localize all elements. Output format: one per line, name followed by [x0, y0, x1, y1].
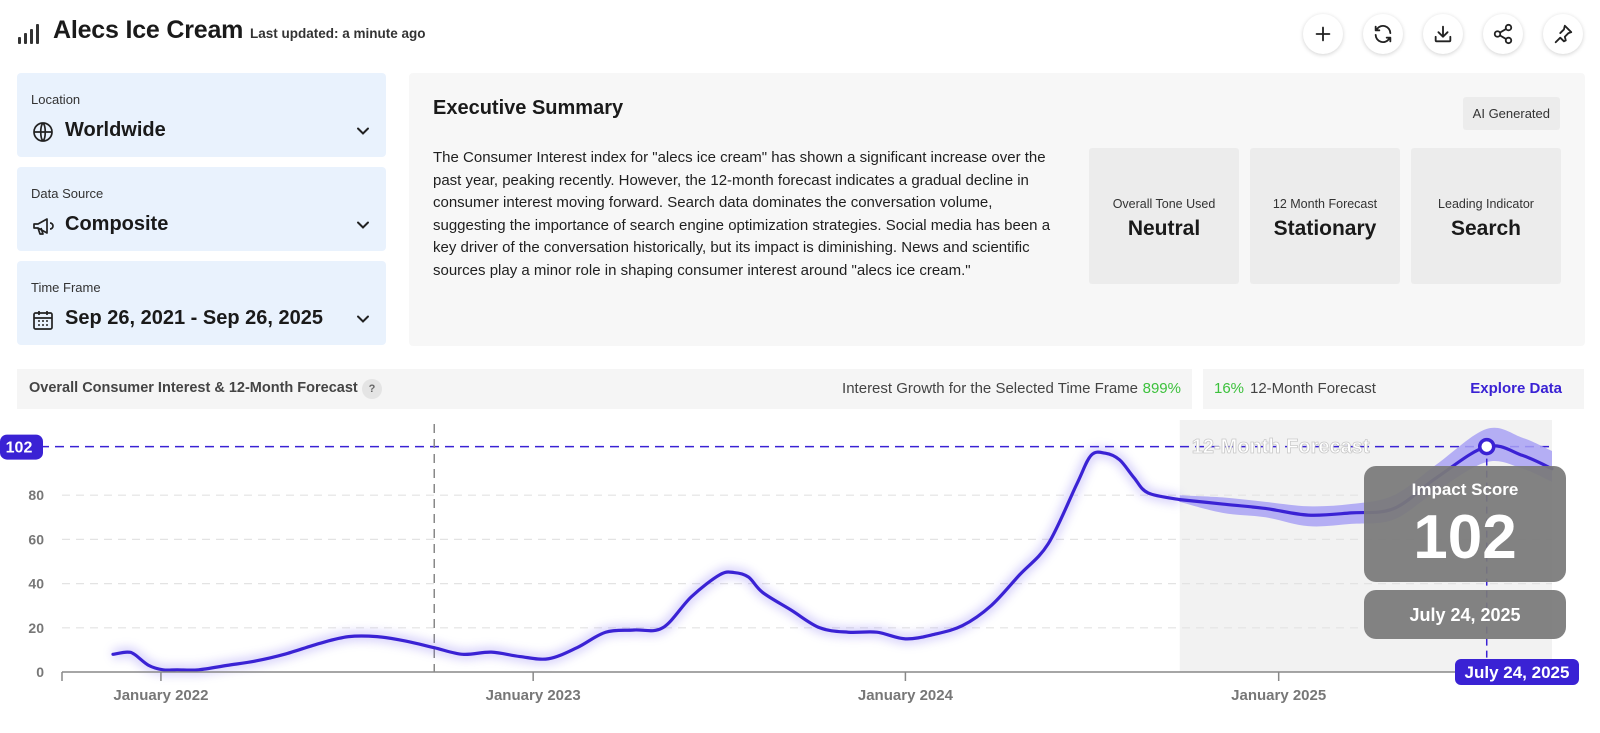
time-frame-filter[interactable]: Time Frame Sep 26, 2021 - Sep 26, 2025: [17, 261, 386, 345]
last-updated-text: Last updated: a minute ago: [250, 26, 426, 41]
kpi-overall-tone: Overall Tone Used Neutral: [1089, 148, 1239, 284]
time-frame-value: Sep 26, 2021 - Sep 26, 2025: [65, 307, 323, 329]
summary-text: The Consumer Interest index for "alecs i…: [433, 149, 1051, 279]
reference-value-badge: [0, 434, 43, 460]
refresh-icon: [1374, 25, 1392, 43]
share-button[interactable]: [1483, 14, 1523, 54]
growth-value: 899%: [1142, 380, 1181, 397]
header: Alecs Ice Cream Last updated: a minute a…: [0, 0, 1600, 68]
help-icon[interactable]: ?: [362, 379, 382, 399]
history-line-glow: [112, 447, 1181, 675]
y-tick-label: 60: [28, 531, 44, 547]
tooltip-value: 102: [1413, 503, 1516, 572]
x-tick-label: January 2024: [858, 687, 954, 704]
kpi-label: 12 Month Forecast: [1272, 197, 1378, 211]
page-title: Alecs Ice Cream: [53, 16, 244, 44]
y-tick-label: 40: [28, 576, 44, 592]
pin-icon: [1554, 24, 1573, 44]
forecast-label: 12-Month Forecast: [1192, 436, 1370, 458]
share-icon: [1493, 23, 1513, 45]
chart-header-bar: Overall Consumer Interest & 12-Month For…: [17, 369, 1192, 409]
chevron-down-icon: [357, 221, 369, 229]
megaphone-icon: [33, 218, 54, 235]
y-tick-label: 20: [28, 620, 44, 636]
kpi-label: Overall Tone Used: [1112, 197, 1216, 211]
chevron-down-icon: [357, 315, 369, 323]
x-tick-label: January 2022: [113, 687, 208, 704]
ai-generated-badge: AI Generated: [1462, 97, 1560, 130]
executive-summary-panel: Executive Summary AI Generated The Consu…: [409, 73, 1585, 346]
data-source-filter[interactable]: Data Source Composite: [17, 167, 386, 251]
download-icon: [1434, 25, 1452, 43]
kpi-leading-indicator: Leading Indicator Search: [1411, 148, 1561, 284]
summary-title: Executive Summary: [433, 97, 624, 119]
kpi-label: Leading Indicator: [1438, 197, 1534, 211]
growth-label: Interest Growth for the Selected Time Fr…: [842, 380, 1138, 397]
explore-data-link[interactable]: Explore Data: [1470, 380, 1562, 397]
bar-chart-logo-icon: [18, 24, 40, 44]
location-label: Location: [31, 92, 81, 107]
forecast-label: 12-Month Forecast: [1250, 380, 1376, 397]
tooltip-box: [1364, 466, 1566, 582]
history-line: [111, 450, 1182, 672]
calendar-icon: [33, 311, 53, 330]
tooltip-title: Impact Score: [1412, 480, 1519, 499]
data-source-label: Data Source: [31, 186, 104, 201]
tooltip-date-box: [1364, 590, 1566, 639]
axis-date-label: July 24, 2025: [1465, 663, 1570, 682]
reference-value-label: 102: [6, 440, 33, 457]
interest-chart: 0 20 40 60 80 January 2022 January 2023 January…: [0, 420, 1600, 733]
add-button[interactable]: [1303, 14, 1343, 54]
chart-title: Overall Consumer Interest & 12-Month For…: [29, 380, 358, 396]
globe-icon: [33, 122, 53, 142]
forecast-header-bar: 16% 12-Month Forecast Explore Data: [1203, 369, 1584, 409]
y-tick-label: 0: [36, 664, 44, 680]
download-button[interactable]: [1423, 14, 1463, 54]
kpi-forecast: 12 Month Forecast Stationary: [1250, 148, 1400, 284]
location-filter[interactable]: Location Worldwide: [17, 73, 386, 157]
selected-point: [1477, 437, 1496, 456]
time-frame-label: Time Frame: [31, 280, 101, 295]
x-tick-label: January 2023: [486, 687, 581, 704]
kpi-value: Stationary: [1273, 217, 1377, 240]
data-source-value: Composite: [65, 213, 169, 235]
kpi-value: Search: [1450, 217, 1522, 240]
x-tick-label: January 2025: [1231, 687, 1326, 704]
kpi-value: Neutral: [1127, 217, 1201, 240]
location-value: Worldwide: [65, 119, 166, 141]
tooltip-date: July 24, 2025: [1409, 605, 1520, 625]
chevron-down-icon: [357, 127, 369, 135]
pin-button[interactable]: [1543, 14, 1583, 54]
forecast-confidence-band: [1179, 427, 1552, 527]
axis-date-badge: [1455, 659, 1579, 685]
plus-icon: [1315, 26, 1331, 42]
forecast-value: 16%: [1214, 380, 1245, 397]
y-tick-label: 80: [28, 487, 44, 503]
interest-chart-svg: 0 20 40 60 80 January 2022 January 2023 January…: [0, 420, 1579, 704]
refresh-button[interactable]: [1363, 14, 1403, 54]
